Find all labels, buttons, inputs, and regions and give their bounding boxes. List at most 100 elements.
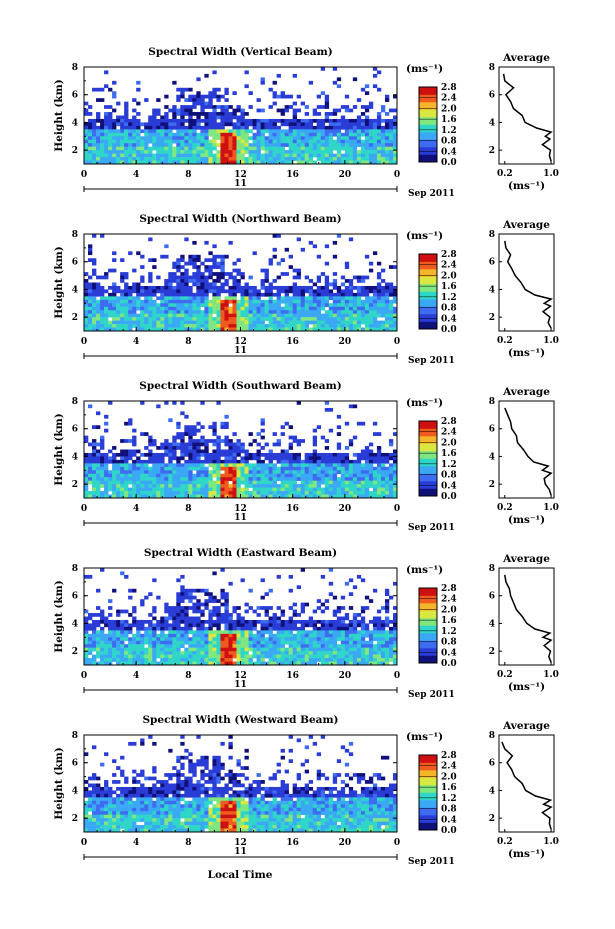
heatmap-cell (272, 442, 277, 447)
heatmap-cell (300, 644, 305, 648)
heatmap-cell (120, 477, 125, 481)
heatmap-cell (228, 139, 233, 144)
heatmap-cell (108, 651, 113, 655)
heatmap-cell (212, 623, 217, 628)
x-tick-label: 4 (133, 337, 139, 347)
colorbar-tick-label: 0.8 (441, 471, 457, 481)
heatmap-cell (360, 313, 366, 318)
heatmap-cell (220, 160, 225, 165)
heatmap-cell (176, 268, 181, 273)
heatmap-cell (176, 484, 181, 488)
heatmap-cell (280, 651, 285, 655)
heatmap-cell (360, 477, 366, 481)
heatmap-cell (296, 640, 301, 645)
heatmap-cell (384, 285, 390, 290)
heatmap-cell (352, 292, 358, 297)
heatmap-cell (220, 473, 225, 478)
heatmap-cell (120, 640, 125, 645)
heatmap-cell (340, 463, 346, 468)
heatmap-cell (236, 459, 241, 464)
heatmap-cell (272, 139, 277, 144)
heatmap-cell (164, 401, 169, 405)
heatmap-cell (232, 285, 237, 290)
heatmap-cell (124, 574, 129, 579)
heatmap-cell (320, 91, 326, 96)
heatmap-cell (336, 150, 342, 154)
heatmap-cell (388, 480, 394, 485)
heatmap-cell (252, 623, 257, 628)
heatmap-cell (116, 299, 121, 304)
heatmap-cell (380, 139, 386, 144)
heatmap-cell (100, 125, 105, 130)
heatmap-cell (128, 285, 133, 290)
heatmap-cell (92, 118, 97, 123)
heatmap-cell (176, 595, 181, 600)
heatmap-cell (120, 623, 125, 628)
heatmap-cell (116, 129, 121, 134)
heatmap-cell (356, 136, 362, 141)
heatmap-cell (236, 317, 241, 321)
heatmap-cell (144, 317, 149, 321)
heatmap-cell (148, 153, 153, 158)
heatmap-cell (292, 118, 297, 123)
heatmap-cell (208, 282, 213, 287)
heatmap-cell (140, 153, 145, 158)
colorbar-swatch (419, 147, 437, 155)
heatmap-cell (96, 327, 101, 332)
heatmap-cell (128, 143, 133, 147)
heatmap-cell (188, 146, 193, 151)
heatmap-cell (148, 626, 153, 631)
heatmap-cell (84, 108, 89, 113)
heatmap-cell (84, 637, 89, 642)
y-tick-label: 2 (72, 313, 78, 323)
heatmap-cell (92, 143, 97, 147)
heatmap-cell (388, 647, 394, 652)
heatmap-cell (144, 292, 149, 297)
heatmap-cell (356, 647, 362, 652)
heatmap-cell (248, 463, 253, 468)
heatmap-cell (384, 602, 390, 607)
heatmap-cell (324, 494, 330, 499)
heatmap-cell (348, 146, 354, 151)
heatmap-cell (200, 118, 205, 123)
heatmap-cell (104, 421, 109, 426)
heatmap-cell (280, 459, 285, 464)
heatmap-cell (312, 160, 318, 165)
heatmap-cell (136, 470, 141, 475)
heatmap-cell (164, 306, 169, 311)
heatmap-cell (344, 640, 350, 645)
heatmap-cell (108, 606, 113, 610)
heatmap-cell (180, 150, 185, 154)
heatmap-cell (376, 153, 382, 158)
heatmap-cell (132, 313, 137, 318)
heatmap-cell (300, 303, 305, 308)
heatmap-cell (240, 578, 245, 583)
heatmap-cell (232, 609, 237, 614)
heatmap-cell (316, 157, 322, 161)
heatmap-cell (356, 484, 362, 488)
heatmap-cell (352, 477, 358, 481)
heatmap-cell (332, 303, 338, 308)
heatmap-cell (112, 317, 117, 321)
heatmap-cell (248, 303, 253, 308)
heatmap-cell (340, 118, 346, 123)
heatmap-cell (324, 139, 330, 144)
heatmap-cell (244, 644, 249, 648)
heatmap-cell (268, 282, 273, 287)
heatmap-cell (180, 285, 185, 290)
heatmap-cell (348, 129, 354, 134)
heatmap-cell (192, 637, 197, 642)
heatmap-cell (244, 484, 249, 488)
heatmap-cell (292, 647, 297, 652)
heatmap-cell (116, 160, 121, 165)
heatmap-cell (280, 647, 285, 652)
heatmap-cell (228, 292, 233, 297)
heatmap-cell (312, 296, 318, 301)
heatmap-cell (368, 463, 374, 468)
heatmap-cell (232, 324, 237, 328)
heatmap-cell (216, 446, 221, 450)
heatmap-cell (380, 637, 386, 642)
heatmap-cell (108, 157, 113, 161)
heatmap-cell (280, 272, 285, 276)
heatmap-cell (364, 118, 370, 123)
